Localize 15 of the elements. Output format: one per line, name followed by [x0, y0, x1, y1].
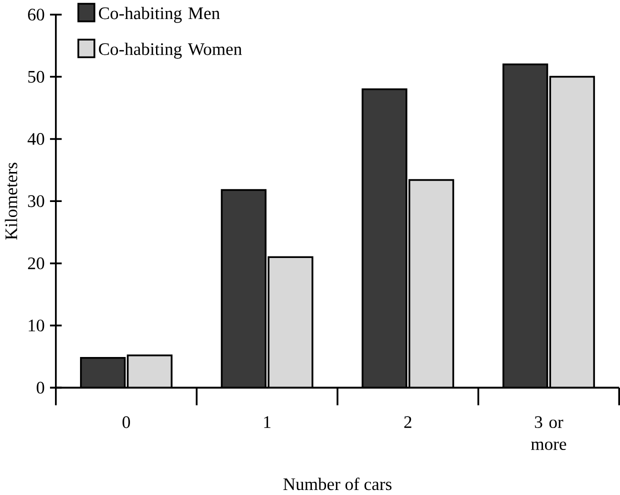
- y-tick-label: 20: [28, 257, 44, 270]
- y-tick-label: 0: [36, 382, 44, 394]
- y-axis-title: Kilometers: [4, 162, 18, 240]
- y-tick-label: 30: [28, 195, 44, 208]
- y-tick-label: 40: [28, 133, 44, 145]
- legend-label: Co-habiting Men: [98, 6, 220, 23]
- x-tick-label: 0: [122, 416, 130, 428]
- y-tick-label: 50: [28, 70, 44, 83]
- x-tick-label: 2: [404, 416, 412, 428]
- y-tick-label: 60: [28, 8, 44, 21]
- x-tick-label: 1: [264, 416, 270, 428]
- x-axis-title: Number of cars: [283, 478, 392, 490]
- y-tick-label: 10: [28, 320, 44, 332]
- x-tick-label: 3 or more: [531, 416, 566, 450]
- legend-label: Co-habiting Women: [98, 42, 242, 59]
